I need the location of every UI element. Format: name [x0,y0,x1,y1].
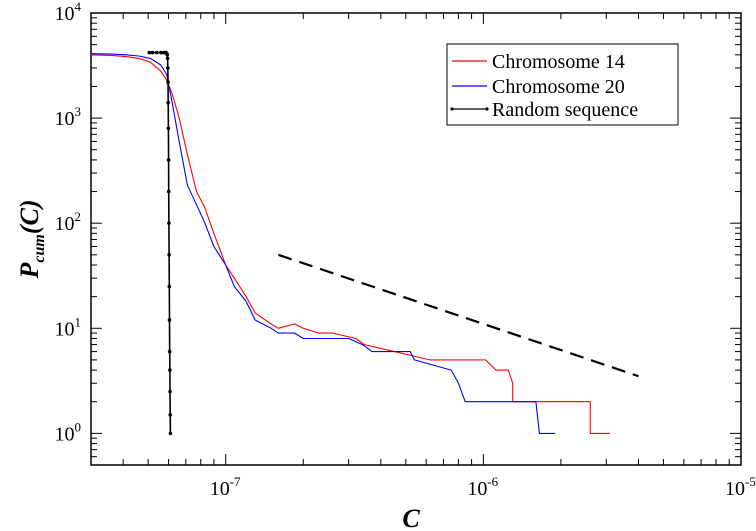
legend-label-random-sequence: Random sequence [492,99,638,121]
series-line-chromosome-14 [90,54,610,434]
y-tick-base: 10 [55,318,75,340]
series-point-random-sequence [167,253,171,257]
y-tick-exponent: 0 [75,419,82,434]
series-line-random-sequence [149,51,172,434]
y-tick-label-4: 104 [55,0,82,25]
series-point-random-sequence [167,349,172,354]
legend-label-chromosome-14: Chromosome 14 [492,51,625,73]
x-tick-exponent: -5 [745,474,756,489]
legend-label-chromosome-20: Chromosome 20 [492,76,625,98]
series-line-chromosome-20 [90,53,556,434]
x-tick-exponent: -6 [487,474,498,489]
series-point-random-sequence [165,53,170,57]
x-tick-base: 10 [210,478,230,500]
series-point-random-sequence [166,100,170,105]
series-point-random-sequence [168,413,173,417]
y-tick-exponent: 2 [75,209,82,224]
y-tick-base: 10 [55,3,75,25]
x-tick-label-0: 10-7 [210,474,241,500]
y-tick-base: 10 [55,423,75,445]
legend-marker-random-a [450,107,454,111]
x-tick-base: 10 [725,478,745,500]
series-point-random-sequence [166,66,170,70]
series-point-random-sequence [159,50,163,55]
y-tick-label-2: 102 [55,209,82,235]
series-layer [90,50,610,436]
legend: Chromosome 14 Chromosome 20 Random seque… [446,43,679,126]
y-axis-label-sub: cum [31,234,48,262]
y-tick-base: 10 [55,213,75,235]
series-point-random-sequence [166,189,171,194]
x-tick-exponent: -7 [230,474,241,489]
x-tick-label-2: 10-5 [725,474,756,500]
y-tick-exponent: 4 [75,0,82,14]
series-point-random-sequence [168,389,172,394]
series-point-random-sequence [166,126,171,131]
legend-box [446,43,679,126]
series-point-random-sequence [167,318,172,322]
axis-ticks [90,12,742,466]
y-axis-label: Pcum(C) [15,199,48,279]
y-tick-exponent: 1 [75,314,82,329]
series-point-random-sequence [147,50,152,55]
series-point-random-sequence [150,50,155,55]
x-tick-label-1: 10-6 [467,474,498,500]
x-axis-label: C [402,504,420,531]
y-tick-base: 10 [55,108,75,130]
series-point-random-sequence [167,221,171,225]
series-point-random-sequence [165,56,170,61]
y-axis-label-main: P [15,262,44,280]
x-tick-base: 10 [467,478,487,500]
y-tick-label-1: 101 [55,314,82,340]
series-point-random-sequence [154,50,159,55]
reference-dashed-line [277,253,639,378]
series-point-random-sequence [168,368,172,372]
y-axis-label-rest: (C) [15,199,44,234]
reference-line-layer [277,253,639,378]
y-tick-label-3: 103 [55,104,82,130]
series-point-random-sequence [166,158,171,162]
series-point-random-sequence [167,284,172,289]
y-tick-label-0: 100 [55,419,82,445]
series-point-random-sequence [166,80,170,84]
y-tick-exponent: 3 [75,104,82,119]
series-point-random-sequence [168,431,173,436]
legend-marker-random-b [485,107,489,111]
